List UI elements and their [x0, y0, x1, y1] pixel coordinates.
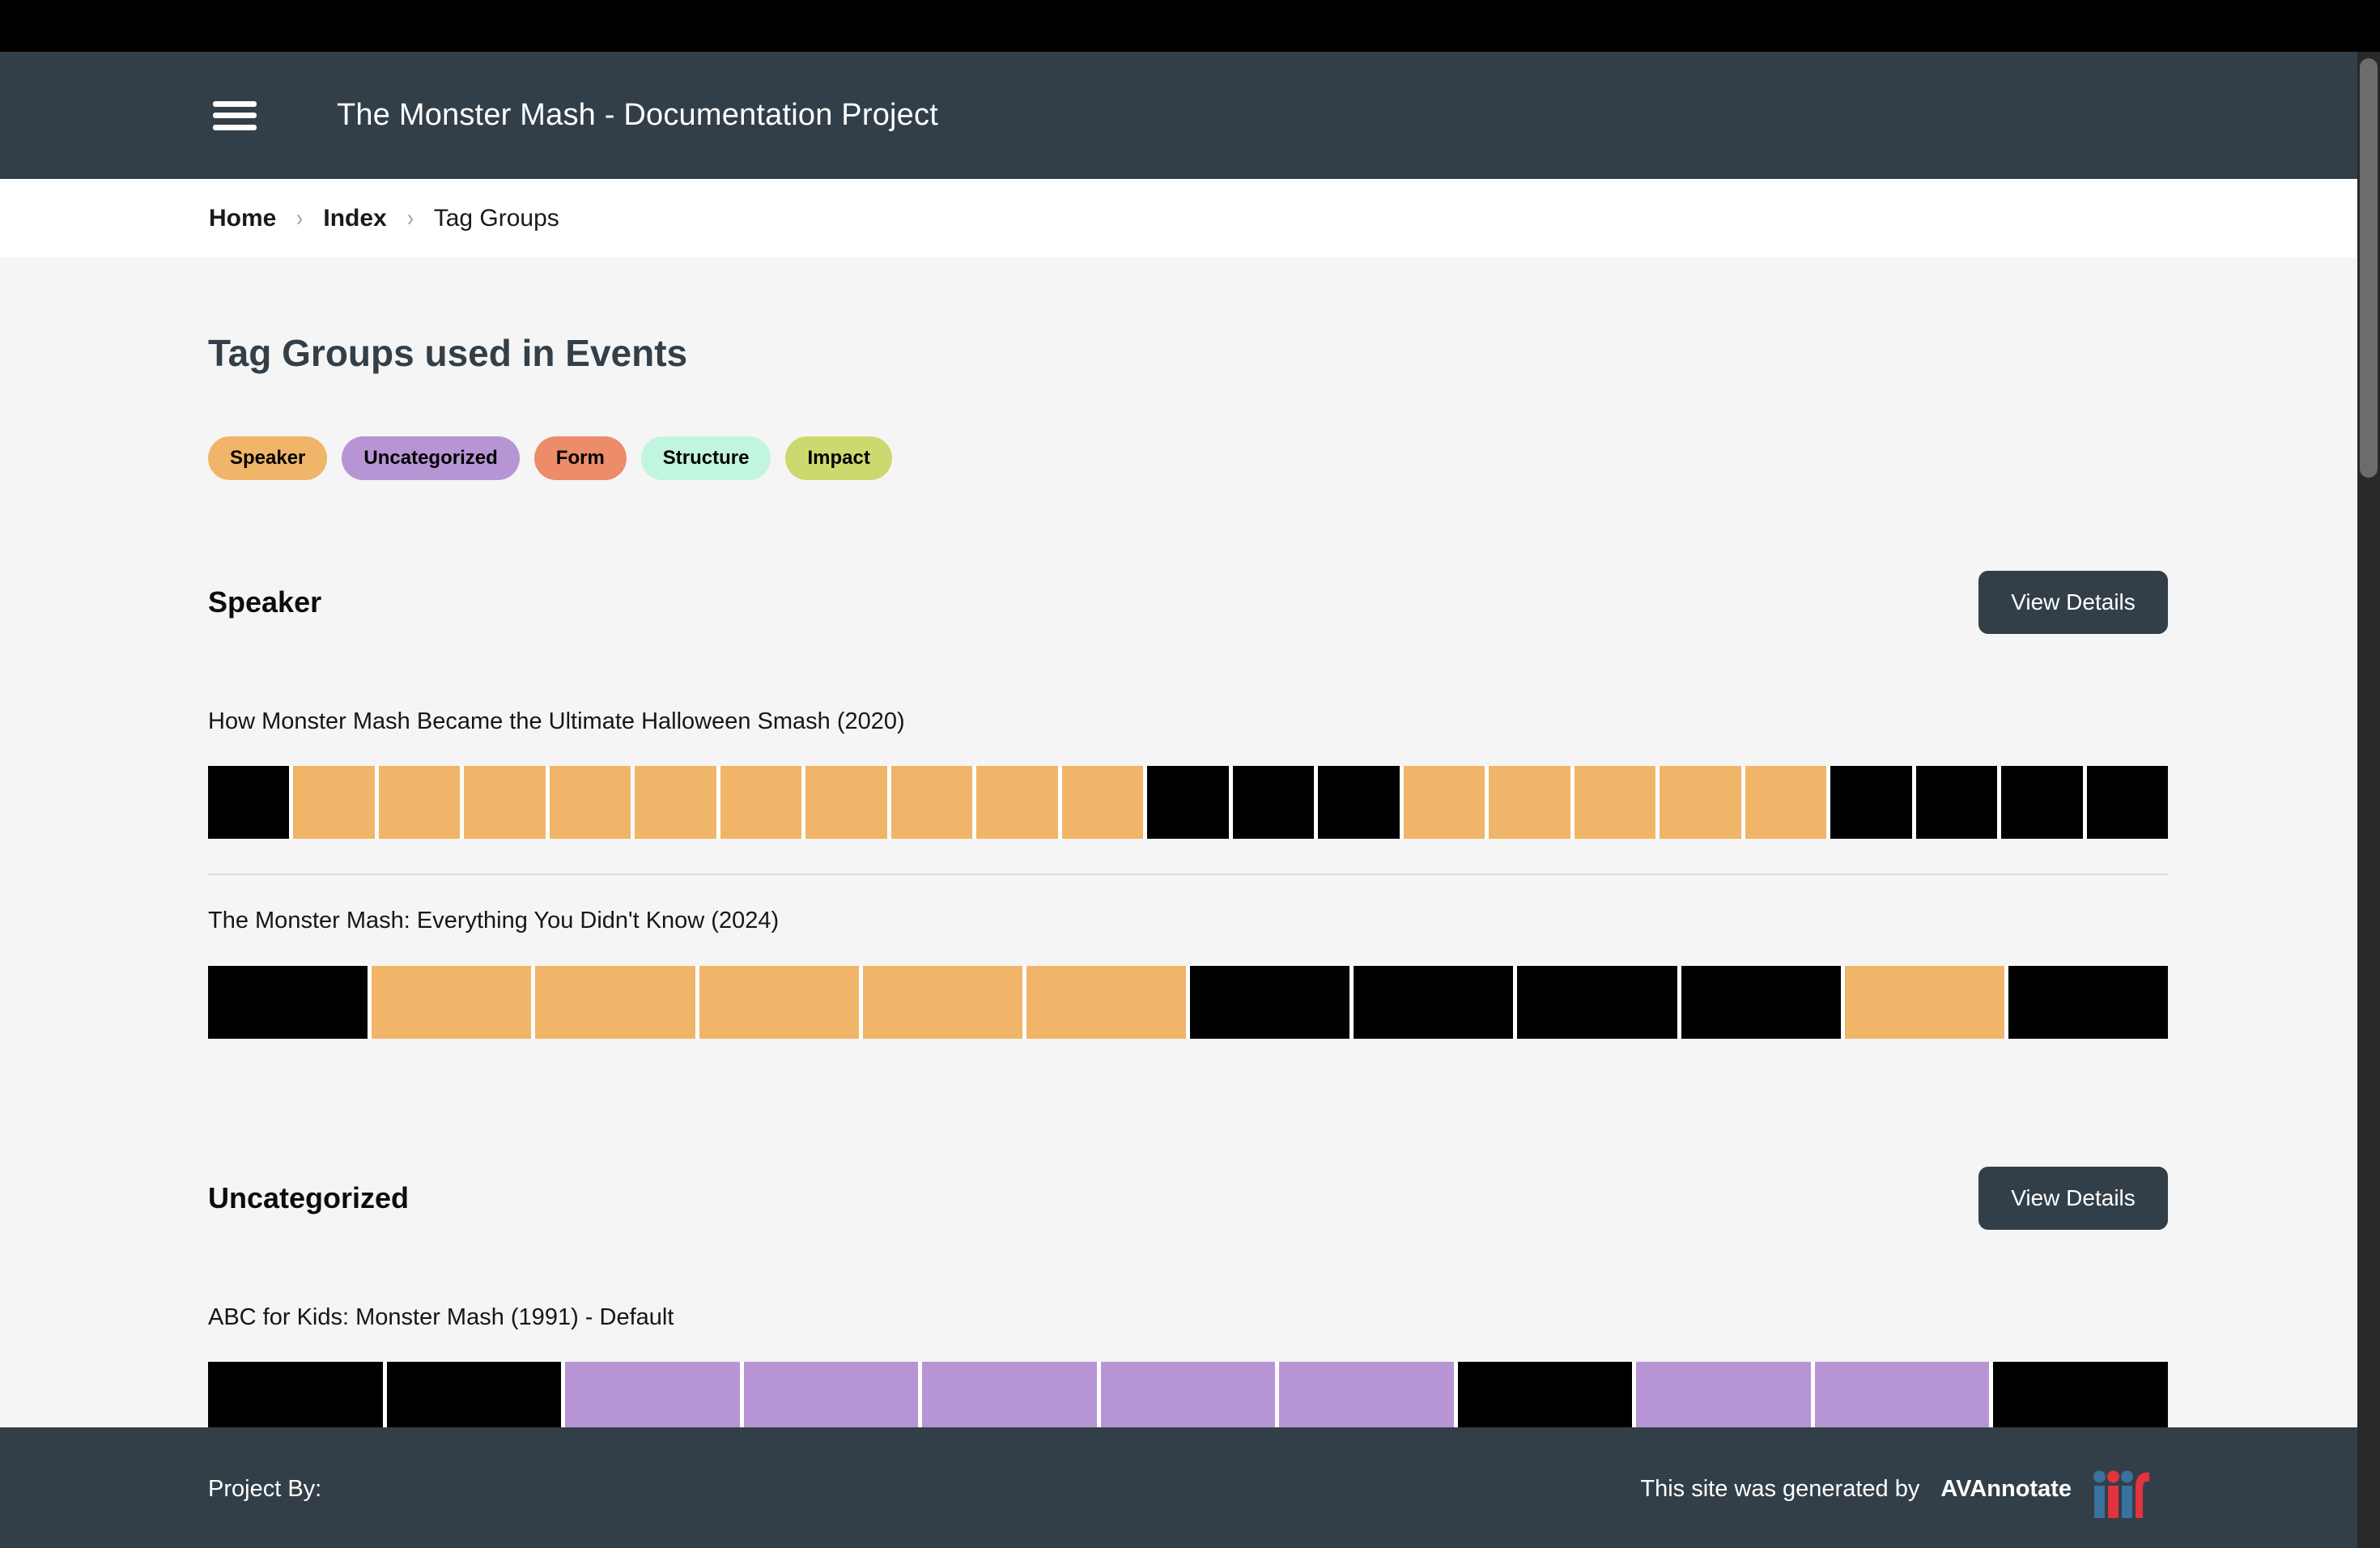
timeline-segment-tagged[interactable] — [1660, 766, 1741, 840]
timeline-segment-untagged[interactable] — [1354, 965, 1514, 1039]
breadcrumb-separator-icon: › — [296, 204, 304, 232]
timeline-segment-tagged[interactable] — [862, 965, 1022, 1039]
breadcrumb-item-tag-groups: Tag Groups — [433, 204, 559, 232]
iiif-logo-icon[interactable] — [2093, 1469, 2149, 1520]
timeline-segment-tagged[interactable] — [805, 766, 887, 840]
timeline-segment-tagged[interactable] — [1489, 766, 1570, 840]
section-title: Speaker — [208, 585, 322, 619]
timeline-segment-untagged[interactable] — [208, 965, 368, 1039]
timeline-segment-tagged[interactable] — [635, 766, 716, 840]
timeline-segment-tagged[interactable] — [535, 965, 695, 1039]
timeline-segment-tagged[interactable] — [699, 965, 859, 1039]
footer-credit: This site was generated by AVAnnotate — [1640, 1470, 2149, 1520]
breadcrumb: Home › Index › Tag Groups — [209, 205, 559, 232]
timeline-segment-tagged[interactable] — [1279, 1361, 1454, 1435]
timeline-segment-untagged[interactable] — [1318, 766, 1400, 840]
tag-pill-uncategorized[interactable]: Uncategorized — [342, 436, 520, 480]
timeline-segment-tagged[interactable] — [1814, 1361, 1990, 1435]
timeline-segment-tagged[interactable] — [976, 766, 1058, 840]
hamburger-icon — [213, 100, 257, 107]
timeline-segment-untagged[interactable] — [1993, 1361, 2169, 1435]
section-uncategorized: Uncategorized View Details ABC for Kids: M… — [208, 1166, 2169, 1435]
timeline-segment-tagged[interactable] — [1026, 965, 1187, 1039]
timeline-segment-untagged[interactable] — [1681, 965, 1841, 1039]
timeline-segment-tagged[interactable] — [1100, 1361, 1276, 1435]
timeline-segment-tagged[interactable] — [1636, 1361, 1811, 1435]
timeline-segment-tagged[interactable] — [890, 766, 973, 840]
timeline-segment-untagged[interactable] — [1830, 766, 1912, 840]
timeline-segment-tagged[interactable] — [743, 1361, 919, 1435]
app-footer: Project By: This site was generated by A… — [0, 1427, 2357, 1548]
section-speaker: Speaker View Details How Monster Mash Beca… — [208, 570, 2169, 1039]
section-events: ABC for Kids: Monster Mash (1991) - Defa… — [208, 1303, 2169, 1435]
timeline-segment-untagged[interactable] — [1517, 965, 1677, 1039]
timeline-segment-untagged[interactable] — [386, 1361, 562, 1435]
timeline-segment-untagged[interactable] — [1457, 1361, 1633, 1435]
timeline-segment-untagged[interactable] — [1232, 766, 1315, 840]
footer-project-by: Project By: — [208, 1476, 322, 1502]
breadcrumb-item-index[interactable]: Index — [323, 204, 387, 232]
timeline-segment-untagged[interactable] — [208, 766, 290, 840]
timeline-segment-tagged[interactable] — [1061, 766, 1144, 840]
app-title: The Monster Mash - Documentation Project — [337, 98, 938, 132]
event-title: The Monster Mash: Everything You Didn't … — [208, 908, 780, 934]
timeline-segment-untagged[interactable] — [2001, 766, 2083, 840]
timeline-segment-untagged[interactable] — [1147, 766, 1229, 840]
menu-button[interactable] — [213, 100, 257, 130]
breadcrumb-item-home[interactable]: Home — [209, 204, 277, 232]
timeline-segment-untagged[interactable] — [208, 1361, 383, 1435]
timeline-segment-untagged[interactable] — [2086, 766, 2169, 840]
section-head-speaker: Speaker View Details — [208, 570, 2168, 634]
top-black-bar — [0, 0, 2380, 52]
view-details-button-uncategorized[interactable]: View Details — [1978, 1166, 2168, 1230]
sections: Speaker View Details How Monster Mash Beca… — [208, 570, 2169, 1435]
event-title: How Monster Mash Became the Ultimate Hal… — [208, 708, 905, 734]
timeline-bar — [208, 1361, 2169, 1435]
avannotate-link[interactable]: AVAnnotate — [1940, 1476, 2072, 1502]
breadcrumb-bar: Home › Index › Tag Groups — [0, 179, 2380, 257]
breadcrumb-separator-icon: › — [406, 204, 414, 232]
timeline-segment-tagged[interactable] — [1844, 965, 2004, 1039]
timeline-segment-tagged[interactable] — [922, 1361, 1097, 1435]
section-head-uncategorized: Uncategorized View Details — [208, 1166, 2168, 1230]
event-title: ABC for Kids: Monster Mash (1991) - Defa… — [208, 1303, 674, 1330]
timeline-segment-tagged[interactable] — [1745, 766, 1827, 840]
timeline-segment-untagged[interactable] — [2008, 965, 2169, 1039]
section-events: How Monster Mash Became the Ultimate Hal… — [208, 708, 2169, 1039]
section-title: Uncategorized — [208, 1180, 410, 1214]
main-content: Tag Groups used in Events Speaker Uncateg… — [0, 257, 2380, 1435]
tag-pills: Speaker Uncategorized Form Structure Impact — [208, 436, 2168, 480]
scrollbar-track[interactable] — [2357, 52, 2380, 1548]
tag-pill-structure[interactable]: Structure — [640, 436, 771, 480]
timeline-segment-tagged[interactable] — [549, 766, 631, 840]
timeline-bar — [208, 965, 2169, 1039]
footer-generated-text: This site was generated by — [1640, 1476, 1920, 1502]
timeline-segment-untagged[interactable] — [1190, 965, 1350, 1039]
timeline-segment-tagged[interactable] — [372, 965, 532, 1039]
timeline-segment-tagged[interactable] — [464, 766, 546, 840]
page-title: Tag Groups used in Events — [208, 332, 688, 374]
timeline-segment-tagged[interactable] — [720, 766, 802, 840]
app-header: The Monster Mash - Documentation Project — [0, 52, 2380, 179]
tag-pill-form[interactable]: Form — [533, 436, 627, 480]
timeline-segment-tagged[interactable] — [1403, 766, 1485, 840]
event-divider — [208, 874, 2168, 876]
scrollbar-thumb[interactable] — [2360, 58, 2378, 478]
timeline-bar — [208, 766, 2169, 840]
timeline-segment-tagged[interactable] — [378, 766, 461, 840]
view-details-button-speaker[interactable]: View Details — [1978, 570, 2168, 634]
timeline-segment-tagged[interactable] — [293, 766, 375, 840]
tag-pill-impact[interactable]: Impact — [785, 436, 892, 480]
timeline-segment-untagged[interactable] — [1915, 766, 1998, 840]
timeline-segment-tagged[interactable] — [565, 1361, 740, 1435]
tag-pill-speaker[interactable]: Speaker — [208, 436, 328, 480]
timeline-segment-tagged[interactable] — [1574, 766, 1656, 840]
